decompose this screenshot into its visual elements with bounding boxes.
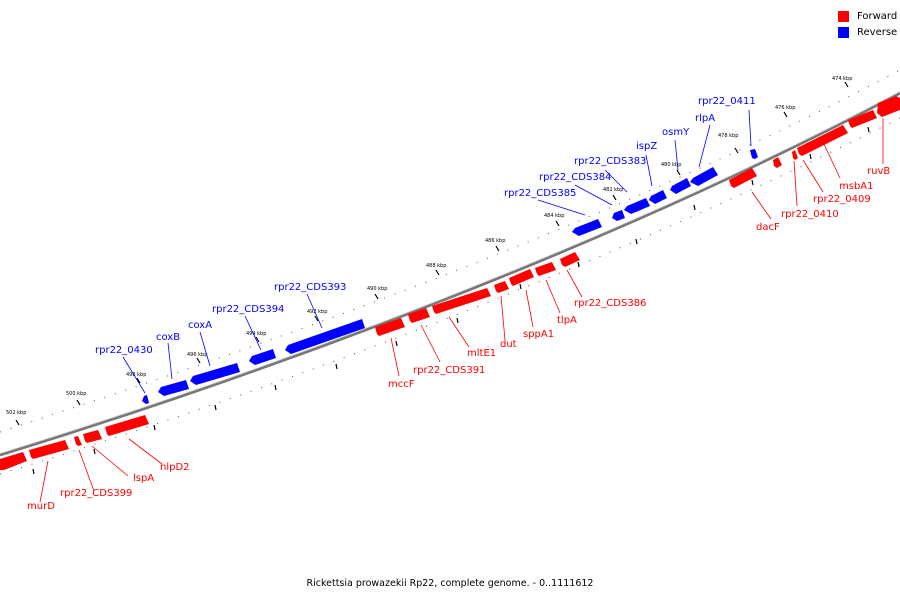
label-coxB: coxB <box>156 332 180 343</box>
tick-label: 486 kbp <box>485 238 505 244</box>
label-mccF: mccF <box>388 379 415 390</box>
label-tlpA: tlpA <box>557 315 577 326</box>
legend-forward: Forward <box>838 8 897 24</box>
label-rpr22-CDS386: rpr22_CDS386 <box>574 298 646 309</box>
inner-tick-track <box>0 117 900 475</box>
gene-ispZ[interactable] <box>649 190 667 204</box>
tick-label: 474 kbp <box>832 76 852 82</box>
tick-label: 502 kbp <box>6 410 26 416</box>
gene-rpr22-CDS385[interactable] <box>572 219 602 236</box>
tick-label: 492 kbp <box>307 309 327 315</box>
gene-mltE1[interactable] <box>494 281 509 293</box>
gene-dacF[interactable] <box>773 157 782 168</box>
label-ispZ: ispZ <box>636 141 657 152</box>
gene-rpr22-CDS399[interactable] <box>83 430 102 443</box>
forward-gene-labels: ruvB msbA1 rpr22_0409 rpr22_0410 dacF rp… <box>27 166 890 512</box>
label-dut: dut <box>500 339 517 350</box>
gene-osmY[interactable] <box>670 178 691 194</box>
gene-dut[interactable] <box>509 269 534 286</box>
label-rpr22-CDS391: rpr22_CDS391 <box>413 365 485 376</box>
gene-unnamed-left[interactable] <box>0 452 27 470</box>
tick-label: 482 kbp <box>603 187 623 193</box>
gene-coxB[interactable] <box>158 380 189 396</box>
label-dacF: dacF <box>756 222 780 233</box>
label-rlpA: rlpA <box>695 113 715 124</box>
label-rpr22-CDS393: rpr22_CDS393 <box>274 282 346 293</box>
inner-major-ticks <box>32 126 870 475</box>
gene-ruvB[interactable] <box>877 96 900 117</box>
legend: Forward Reverse <box>838 8 897 40</box>
gene-coxA[interactable] <box>190 363 240 385</box>
forward-leader-lines <box>39 118 884 503</box>
tick-label: 490 kbp <box>367 286 387 292</box>
tick-label: 476 kbp <box>775 105 795 111</box>
label-rpr22-0410: rpr22_0410 <box>781 209 839 220</box>
label-rpr22-0409: rpr22_0409 <box>813 194 871 205</box>
gene-rpr22-CDS383[interactable] <box>624 198 650 214</box>
label-rpr22-CDS384: rpr22_CDS384 <box>539 172 611 183</box>
label-murD: murD <box>27 501 55 512</box>
label-rpr22-0411: rpr22_0411 <box>698 96 756 107</box>
gene-rpr22-0430[interactable] <box>142 395 149 404</box>
genome-backbone <box>0 91 900 457</box>
tick-label: 496 kbp <box>187 352 207 358</box>
gene-murD-b[interactable] <box>29 440 69 459</box>
tick-label: 500 kbp <box>66 391 86 397</box>
genome-caption: Rickettsia prowazekii Rp22, complete gen… <box>306 578 594 589</box>
gene-rpr22-0410[interactable] <box>792 150 798 160</box>
legend-reverse-label: Reverse <box>857 26 898 38</box>
label-lspA: lspA <box>133 473 154 484</box>
label-coxA: coxA <box>188 320 212 331</box>
forward-genes <box>0 96 900 470</box>
label-ruvB: ruvB <box>867 166 890 177</box>
gene-tlpA[interactable] <box>560 252 580 267</box>
gene-nlpD2[interactable] <box>375 318 405 336</box>
tick-labels: 474 kbp 476 kbp 478 kbp 480 kbp 482 kbp … <box>6 76 852 416</box>
gene-rpr22-CDS394[interactable] <box>249 349 276 365</box>
label-rpr22-CDS394: rpr22_CDS394 <box>212 304 284 315</box>
tick-label: 484 kbp <box>544 213 564 219</box>
legend-reverse-swatch <box>838 26 849 38</box>
label-rpr22-CDS399: rpr22_CDS399 <box>60 488 132 499</box>
label-nlpD2: nlpD2 <box>160 462 190 473</box>
gene-rpr22-CDS386[interactable] <box>729 168 757 188</box>
gene-sppA1[interactable] <box>535 262 556 276</box>
gene-mccF[interactable] <box>408 308 430 323</box>
label-rpr22-CDS385: rpr22_CDS385 <box>504 188 576 199</box>
reverse-leader-lines <box>122 109 752 394</box>
gene-rpr22-CDS384[interactable] <box>612 210 625 221</box>
reverse-genes <box>142 149 758 404</box>
gene-rlpA[interactable] <box>690 167 718 186</box>
tick-label: 480 kbp <box>661 162 681 168</box>
outer-tick-track <box>0 69 900 433</box>
gene-lspA[interactable] <box>105 415 149 436</box>
reverse-gene-labels: rpr22_0411 rlpA osmY ispZ rpr22_CDS383 r… <box>95 96 756 356</box>
gene-msbA1[interactable] <box>848 110 877 128</box>
legend-reverse: Reverse <box>838 24 897 40</box>
legend-forward-swatch <box>838 10 849 22</box>
legend-forward-label: Forward <box>857 10 898 22</box>
label-osmY: osmY <box>662 127 690 138</box>
outer-major-ticks <box>15 81 849 426</box>
gene-murD[interactable] <box>74 436 82 446</box>
gene-rpr22-0411[interactable] <box>750 149 758 159</box>
tick-label: 488 kbp <box>426 263 446 269</box>
tick-label: 494 kbp <box>246 331 266 337</box>
gene-rpr22-CDS391[interactable] <box>432 288 491 314</box>
label-msbA1: msbA1 <box>839 181 874 192</box>
label-mltE1: mltE1 <box>467 348 496 359</box>
tick-label: 478 kbp <box>718 133 738 139</box>
label-rpr22-0430: rpr22_0430 <box>95 345 153 356</box>
label-rpr22-CDS383: rpr22_CDS383 <box>574 156 646 167</box>
tick-label: 498 kbp <box>126 372 146 378</box>
label-sppA1: sppA1 <box>523 329 554 340</box>
gene-rpr22-CDS393[interactable] <box>285 319 365 354</box>
